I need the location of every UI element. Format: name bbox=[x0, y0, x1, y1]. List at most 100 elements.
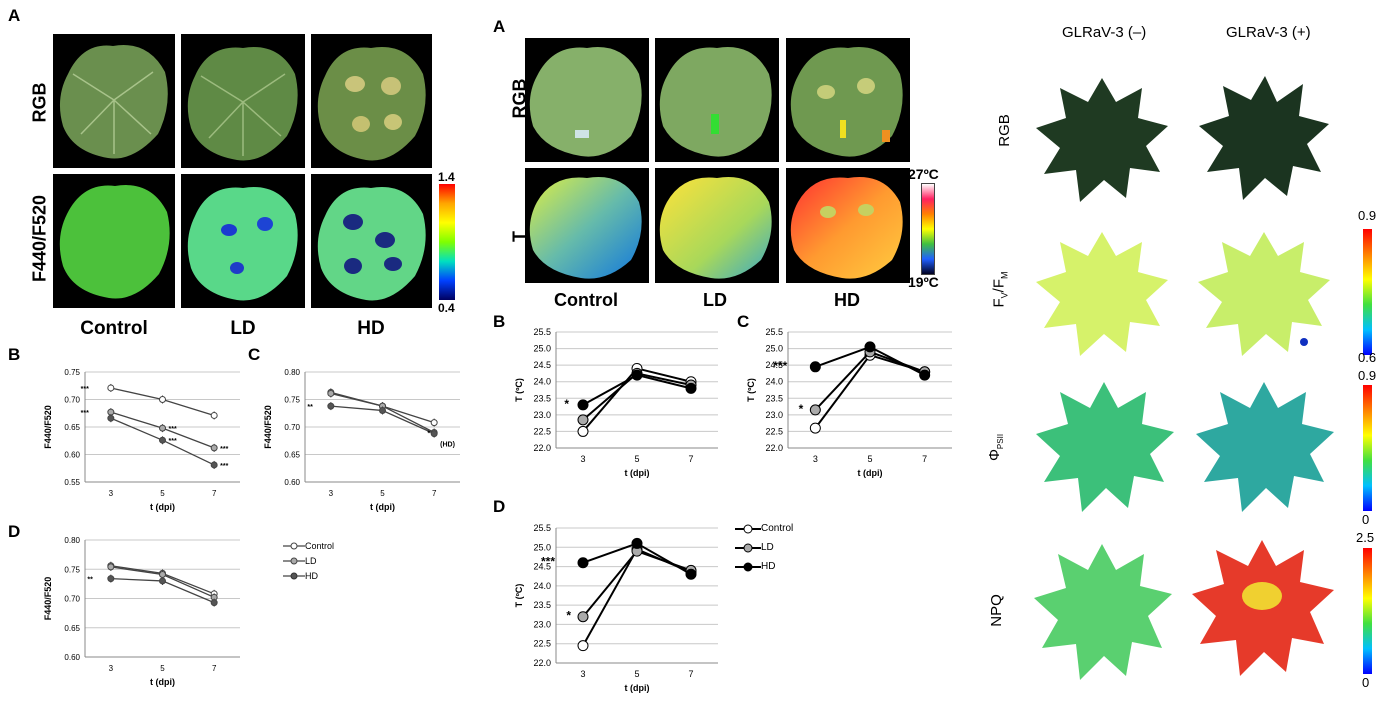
right-rgb-negative-leaf bbox=[1036, 78, 1168, 202]
left-row-label-rgb: RGB bbox=[29, 82, 50, 123]
y-tick-label: 0.75 bbox=[284, 396, 300, 405]
left-rgb-control-image bbox=[53, 34, 175, 168]
significance-label: *** bbox=[220, 446, 228, 453]
right-col-label-positive: GLRaV-3 (+) bbox=[1226, 24, 1311, 41]
data-point-hd bbox=[210, 599, 218, 607]
mid-chart-b: 22.0 22.5 23.0 23.5 24.0 24.5 25.0 25.5 3 5 7 t (dp… bbox=[514, 327, 718, 478]
mid-col-label-control: Control bbox=[554, 290, 618, 310]
y-tick-label: 22.5 bbox=[765, 426, 783, 436]
mid-panel-a-letter: A bbox=[493, 17, 506, 36]
significance-label: *** bbox=[773, 359, 787, 373]
x-axis-title: t (dpi) bbox=[150, 677, 175, 687]
left-chart-b: 0.55 0.60 0.65 0.70 0.75 3 5 7 t (dpi) F440/F520 *… bbox=[43, 368, 240, 512]
right-row-label-rgb: RGB bbox=[995, 114, 1013, 147]
left-f440-control-image bbox=[53, 174, 175, 308]
left-f440-ld-image bbox=[181, 174, 305, 308]
data-point-ld bbox=[327, 389, 335, 397]
left-col-label-ld: LD bbox=[230, 318, 256, 339]
right-row-label-phi: ΦPSII bbox=[986, 434, 1005, 461]
significance-label: (HD) bbox=[440, 442, 455, 449]
significance-label: * bbox=[427, 431, 430, 438]
y-tick-label: 23.0 bbox=[533, 410, 551, 420]
y-tick-label: 22.0 bbox=[533, 443, 551, 453]
x-axis-title: t (dpi) bbox=[625, 683, 650, 693]
y-tick-label: 22.5 bbox=[533, 426, 551, 436]
mid-colorbar bbox=[921, 183, 935, 275]
right-colorbar-fvfm-max: 0.9 bbox=[1358, 208, 1377, 223]
right-colorbar-npq bbox=[1363, 548, 1372, 674]
x-tick-label: 5 bbox=[634, 454, 639, 464]
right-colorbar-phi bbox=[1363, 385, 1372, 511]
y-tick-label: 23.5 bbox=[765, 393, 783, 403]
data-point-hd bbox=[809, 361, 821, 373]
y-tick-label: 24.0 bbox=[765, 377, 783, 387]
fv-slash: /F bbox=[990, 278, 1008, 293]
data-point-ld bbox=[577, 611, 589, 623]
x-tick-label: 5 bbox=[380, 489, 385, 498]
left-f440-hd-image bbox=[311, 174, 432, 308]
left-rgb-ld-image bbox=[181, 34, 305, 168]
data-point-hd bbox=[379, 407, 386, 414]
legend-label-hd: HD bbox=[305, 570, 318, 581]
right-fvfm-positive-leaf bbox=[1198, 232, 1330, 356]
mid-rgb-control-image bbox=[525, 38, 649, 162]
y-tick-label: 22.5 bbox=[533, 639, 551, 649]
right-colorbar-phi-max: 0.9 bbox=[1358, 368, 1377, 383]
right-npq-positive-leaf bbox=[1192, 540, 1334, 676]
x-tick-label: 3 bbox=[109, 489, 114, 498]
mid-chart-d-letter: D bbox=[493, 497, 506, 516]
x-tick-label: 3 bbox=[813, 454, 818, 464]
x-tick-label: 5 bbox=[160, 489, 165, 498]
y-tick-label: 25.5 bbox=[533, 327, 551, 337]
data-point-hd bbox=[107, 575, 115, 583]
right-npq-negative-leaf bbox=[1034, 544, 1172, 680]
data-point-control bbox=[159, 396, 166, 403]
left-legend: Control LD HD bbox=[283, 538, 334, 583]
y-tick-label: 24.5 bbox=[765, 360, 783, 370]
left-colorbar bbox=[439, 184, 455, 300]
right-row-label-fvfm: FV/FM bbox=[991, 271, 1010, 307]
significance-label: *** bbox=[81, 386, 89, 393]
left-colorbar-min: 0.4 bbox=[438, 301, 455, 315]
y-axis-title: F440/F520 bbox=[43, 577, 53, 621]
mid-col-label-ld: LD bbox=[703, 290, 727, 310]
significance-label: * bbox=[564, 397, 569, 411]
mid-chart-b-letter: B bbox=[493, 312, 506, 331]
y-tick-label: 25.5 bbox=[765, 327, 783, 337]
y-tick-label: 0.80 bbox=[64, 536, 80, 545]
legend-label-ld: LD bbox=[305, 555, 317, 566]
x-tick-label: 5 bbox=[634, 669, 639, 679]
y-tick-label: 25.0 bbox=[533, 344, 551, 354]
left-col-label-control: Control bbox=[80, 318, 148, 339]
y-tick-label: 23.0 bbox=[765, 410, 783, 420]
data-point-ld bbox=[159, 424, 166, 432]
data-point-hd bbox=[685, 568, 697, 580]
right-colorbar-npq-max: 2.5 bbox=[1356, 530, 1375, 545]
right-rgb-positive-leaf bbox=[1199, 76, 1329, 200]
y-tick-label: 0.70 bbox=[284, 423, 300, 432]
mid-legend-item-control: Control bbox=[735, 519, 793, 538]
left-chart-b-letter: B bbox=[8, 345, 21, 364]
right-colorbar-fvfm bbox=[1363, 229, 1372, 355]
y-tick-label: 24.0 bbox=[533, 377, 551, 387]
y-tick-label: 0.80 bbox=[284, 368, 300, 377]
y-axis-title: T (ºC) bbox=[514, 584, 524, 608]
data-point-hd bbox=[159, 577, 166, 585]
x-tick-label: 3 bbox=[580, 669, 585, 679]
y-tick-label: 0.60 bbox=[284, 478, 300, 487]
data-point-ld bbox=[809, 404, 821, 416]
y-tick-label: 22.0 bbox=[533, 658, 551, 668]
data-point-control bbox=[210, 411, 218, 419]
y-tick-label: 0.65 bbox=[64, 423, 80, 432]
y-tick-label: 23.5 bbox=[533, 393, 551, 403]
mid-legend-label-control: Control bbox=[761, 523, 794, 534]
y-tick-label: 24.5 bbox=[533, 562, 551, 572]
data-point-hd bbox=[919, 369, 931, 381]
phi-symbol: Φ bbox=[986, 449, 1004, 462]
y-tick-label: 25.5 bbox=[533, 523, 551, 533]
mid-rgb-ld-image bbox=[655, 38, 779, 162]
right-fvfm-negative-leaf bbox=[1036, 232, 1168, 356]
left-chart-d: 0.60 0.65 0.70 0.75 0.80 3 5 7 t (dpi) F440/F520 *… bbox=[43, 536, 240, 687]
y-tick-label: 0.75 bbox=[64, 565, 80, 574]
y-tick-label: 0.60 bbox=[64, 653, 80, 662]
